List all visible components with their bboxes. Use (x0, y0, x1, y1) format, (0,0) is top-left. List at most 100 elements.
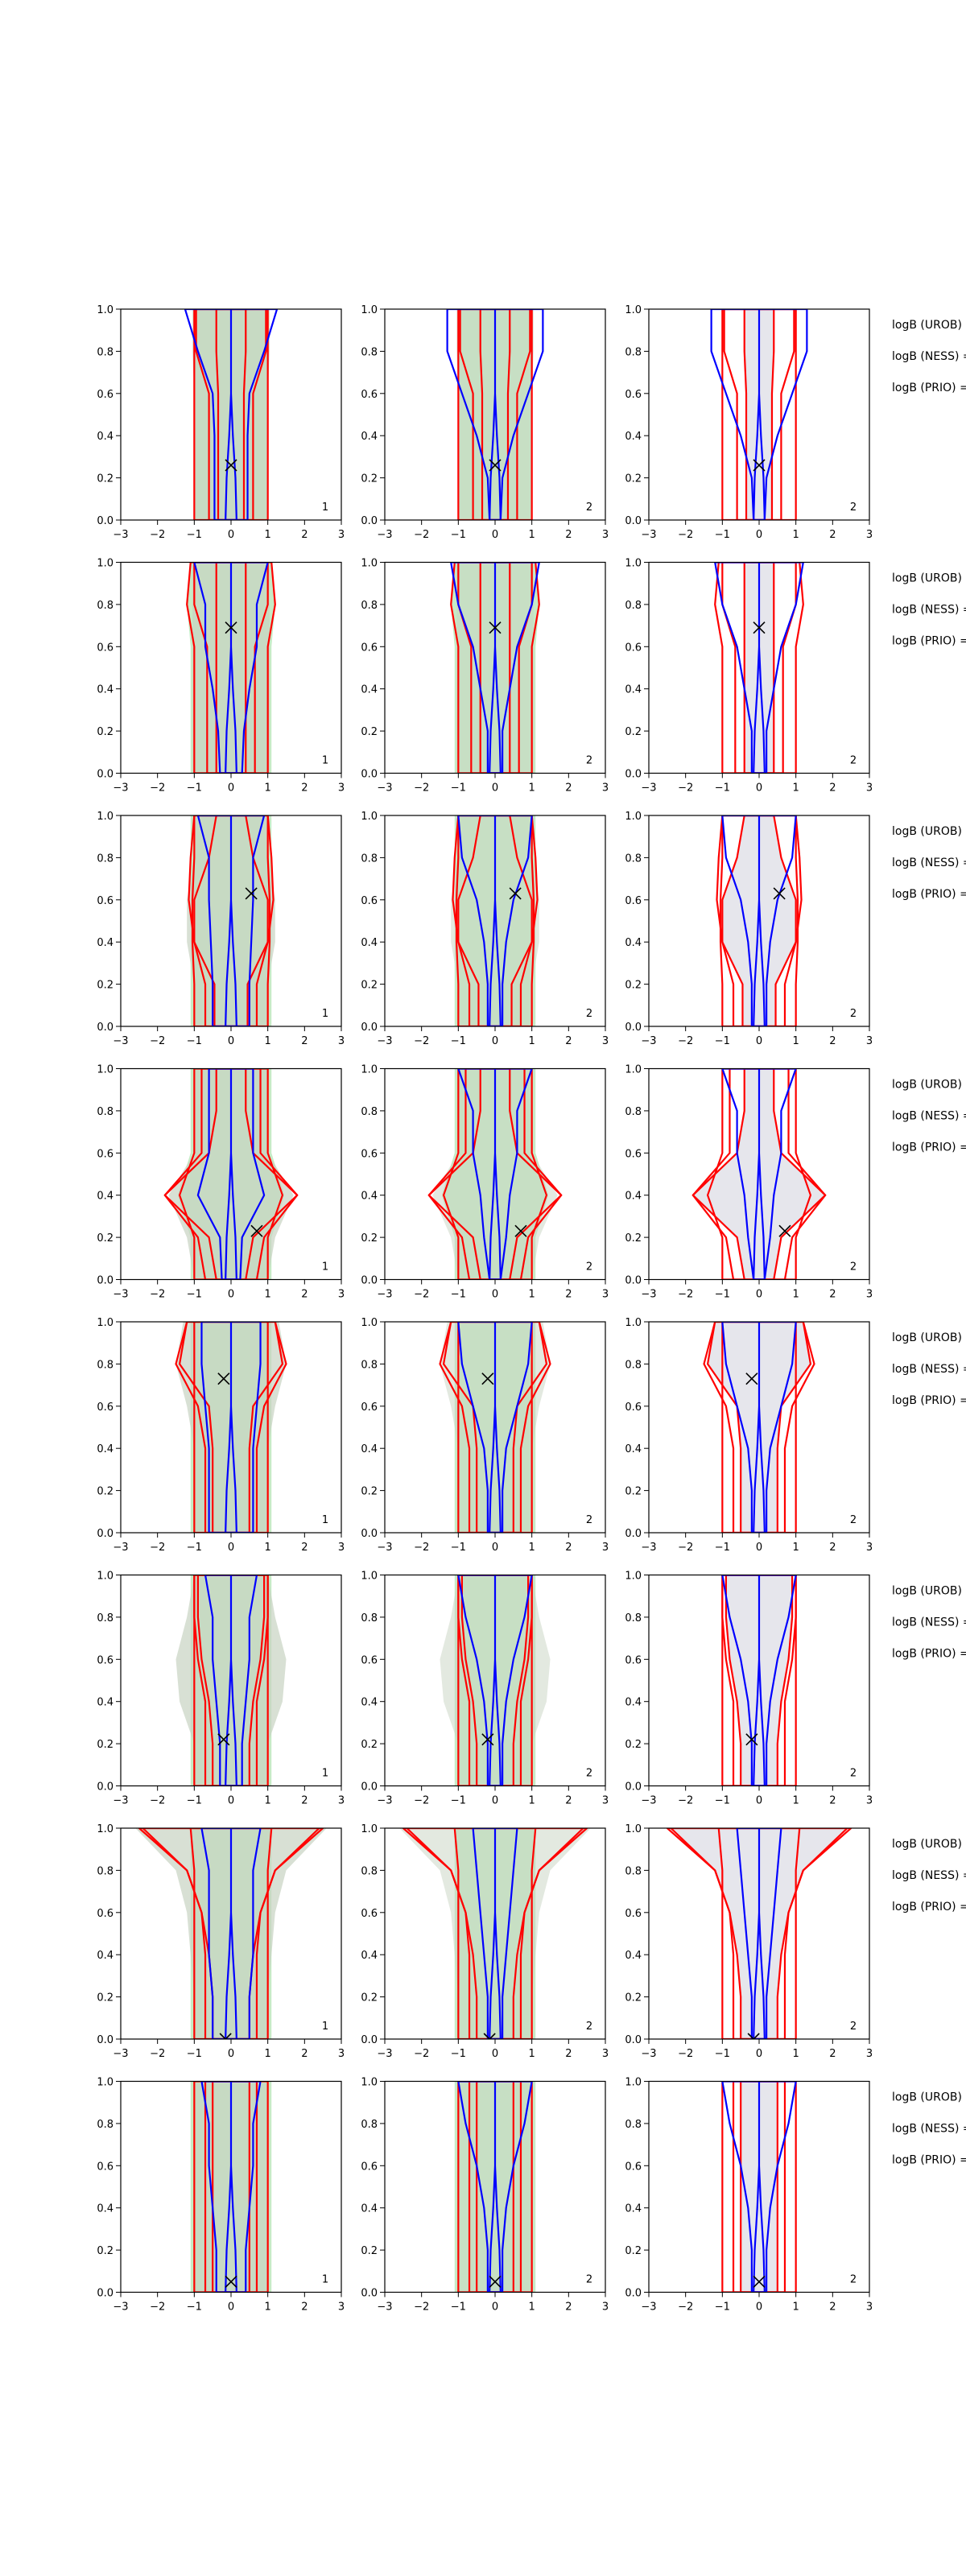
x-tick-label: −1 (187, 1542, 202, 1554)
red-contour-3 (427, 1068, 563, 1280)
x-tick-label: 3 (602, 782, 609, 795)
panel-label: 2 (850, 2274, 857, 2286)
logb-annotation: logB (NESS) = (892, 350, 966, 363)
x-tick-label: 0 (756, 1542, 762, 1554)
x-tick-label: −3 (113, 1542, 128, 1554)
y-tick-label: 0.8 (361, 1612, 378, 1624)
panel-label: 1 (322, 1008, 328, 1020)
gray-fill (708, 1322, 811, 1533)
green-fill-inner (192, 309, 270, 520)
panel-r5-c1: −3 −2 −1 0 1 2 3 0.0 0.2 0.4 0.6 0.8 1.0 1 (97, 1317, 345, 1554)
x-tick-label: −3 (113, 782, 128, 795)
marker-x (219, 2033, 232, 2039)
panel-r4-c1: −3 −2 −1 0 1 2 3 0.0 0.2 0.4 0.6 0.8 1.0 1 (97, 1064, 345, 1301)
y-tick-label: 0.2 (625, 2245, 642, 2257)
x-tick-label: 2 (301, 1542, 308, 1554)
y-axis: 0.0 0.2 0.4 0.6 0.8 1.0 (97, 2077, 121, 2300)
y-tick-label: 0.6 (361, 1402, 378, 1414)
x-tick-label: 3 (866, 1542, 873, 1554)
x-tick-label: −2 (678, 1795, 693, 1807)
y-tick-label: 0.6 (361, 2161, 378, 2173)
y-axis: 0.0 0.2 0.4 0.6 0.8 1.0 (625, 1317, 649, 1540)
y-tick-label: 0.4 (625, 1697, 642, 1709)
y-tick-label: 0.6 (97, 1908, 114, 1920)
marker-x (489, 459, 502, 472)
x-axis: −3 −2 −1 0 1 2 3 (641, 520, 873, 541)
blue-contour-1 (200, 1322, 262, 1533)
logb-annotation: logB (UROB) = (892, 1331, 966, 1344)
y-tick-label: 0.0 (361, 1781, 378, 1794)
y-tick-label: 0.6 (625, 895, 642, 907)
y-tick-label: 0.6 (361, 389, 378, 401)
blue-contour-core (753, 2081, 766, 2293)
panel-r7-c3: −3 −2 −1 0 1 2 3 0.0 0.2 0.4 0.6 0.8 1.0 2 (625, 1823, 873, 2060)
x-tick-label: −1 (187, 782, 202, 795)
x-tick-label: −3 (377, 2048, 392, 2060)
green-fill-inner (399, 1828, 591, 2039)
logb-annotation: logB (UROB) = (892, 1585, 966, 1598)
x-tick-label: −3 (113, 1035, 128, 1047)
x-axis: −3 −2 −1 0 1 2 3 (641, 1279, 873, 1301)
panel-label: 1 (322, 1261, 328, 1274)
x-tick-label: −3 (113, 529, 128, 541)
x-tick-label: 3 (338, 529, 345, 541)
panel-label: 1 (322, 1514, 328, 1526)
blue-contour-core (225, 1068, 237, 1280)
y-tick-label: 0.8 (97, 1106, 114, 1118)
gray-fill (671, 1828, 848, 2039)
y-tick-label: 0.6 (625, 642, 642, 654)
x-tick-label: −3 (377, 782, 392, 795)
y-tick-label: 0.0 (361, 2288, 378, 2300)
x-tick-label: −1 (451, 2301, 466, 2314)
logb-annotation: logB (PRIO) = (892, 888, 966, 901)
logb-annotation: logB (NESS) = (892, 857, 966, 869)
y-tick-label: 0.2 (625, 1486, 642, 1498)
y-tick-label: 0.8 (625, 1865, 642, 1877)
logb-annotation: logB (UROB) = (892, 572, 966, 585)
panel-r2-c1: −3 −2 −1 0 1 2 3 0.0 0.2 0.4 0.6 0.8 1.0 1 (97, 558, 345, 795)
x-tick-label: −2 (150, 1795, 165, 1807)
blue-contour-core (225, 562, 237, 774)
y-tick-label: 0.2 (361, 1232, 378, 1245)
y-tick-label: 0.6 (625, 389, 642, 401)
blue-contour-core (753, 309, 766, 520)
red-contour-1 (193, 1322, 269, 1533)
x-tick-label: 0 (228, 1795, 234, 1807)
x-tick-label: −2 (678, 1035, 693, 1047)
x-tick-label: −3 (641, 2301, 656, 2314)
marker-x (753, 621, 766, 634)
green-fill-inner (175, 1322, 287, 1533)
panel-r6-c2: −3 −2 −1 0 1 2 3 0.0 0.2 0.4 0.6 0.8 1.0 2 (361, 1571, 609, 1807)
y-tick-label: 0.8 (361, 1865, 378, 1877)
y-tick-label: 0.0 (625, 2288, 642, 2300)
x-tick-label: 3 (866, 529, 873, 541)
x-tick-label: 3 (602, 529, 609, 541)
y-axis: 0.0 0.2 0.4 0.6 0.8 1.0 (97, 304, 121, 527)
x-axis: −3 −2 −1 0 1 2 3 (377, 1279, 609, 1301)
red-contour-1 (714, 562, 804, 774)
x-tick-label: −2 (414, 529, 429, 541)
marker-x (489, 2275, 502, 2288)
gray-fill (725, 1575, 793, 1786)
x-tick-label: 0 (492, 2301, 498, 2314)
blue-contour-2 (457, 1068, 533, 1280)
y-tick-label: 0.0 (97, 2288, 114, 2300)
y-tick-label: 0.2 (625, 1739, 642, 1751)
y-axis: 0.0 0.2 0.4 0.6 0.8 1.0 (97, 558, 121, 781)
x-tick-label: −3 (377, 1542, 392, 1554)
red-contour-1 (442, 1068, 548, 1280)
x-tick-label: −3 (377, 529, 392, 541)
red-contour-1 (193, 2081, 269, 2293)
red-contour-3 (721, 562, 797, 774)
y-tick-label: 0.2 (361, 1739, 378, 1751)
annotation-group-r6: logB (UROB) = logB (NESS) = logB (PRIO) = (892, 1585, 966, 1661)
y-tick-label: 1.0 (97, 2077, 114, 2089)
y-tick-label: 0.4 (361, 1191, 378, 1203)
x-axis: −3 −2 −1 0 1 2 3 (641, 2039, 873, 2060)
x-tick-label: −3 (641, 2048, 656, 2060)
red-contour-1 (457, 1575, 533, 1786)
x-tick-label: 3 (866, 1035, 873, 1047)
x-axis: −3 −2 −1 0 1 2 3 (113, 520, 345, 541)
blue-contour-core (225, 1575, 237, 1786)
red-contour-2 (196, 1575, 266, 1786)
